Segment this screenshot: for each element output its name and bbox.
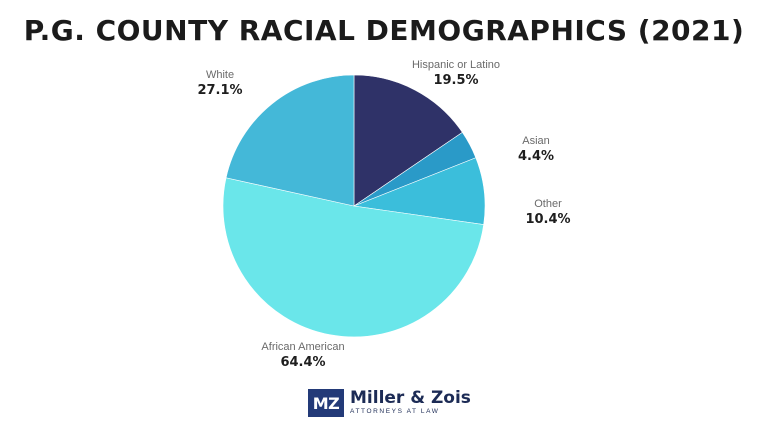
logo-text: Miller & Zois ATTORNEYS AT LAW: [350, 390, 471, 416]
chart-title: P.G. COUNTY RACIAL DEMOGRAPHICS (2021): [23, 14, 745, 47]
slice-value-label: 4.4%: [518, 149, 554, 164]
logo-tagline: ATTORNEYS AT LAW: [350, 408, 440, 416]
brand-logo: MZ Miller & Zois ATTORNEYS AT LAW: [308, 388, 471, 418]
pie-slice-african-american: [222, 177, 485, 338]
slice-label: African American: [261, 341, 344, 353]
slice-label: Asian: [522, 135, 550, 147]
pie-labels: Hispanic or Latino 19.5% Asian 4.4% Other 10.…: [197, 59, 570, 370]
slice-label: Hispanic or Latino: [412, 59, 500, 71]
slice-value-label: 10.4%: [525, 212, 570, 227]
slice-label: Other: [534, 198, 562, 210]
slice-value-label: 27.1%: [197, 83, 242, 98]
pie-slice-hispanic-or-latino: [353, 74, 463, 207]
logo-mark: MZ: [308, 389, 344, 417]
slice-label: White: [206, 69, 234, 81]
pie-slices: [222, 74, 486, 338]
slice-value-label: 19.5%: [433, 73, 478, 88]
logo-name: Miller & Zois: [350, 388, 471, 409]
pie-slice-white: [225, 74, 355, 207]
slice-value-label: 64.4%: [280, 355, 325, 370]
